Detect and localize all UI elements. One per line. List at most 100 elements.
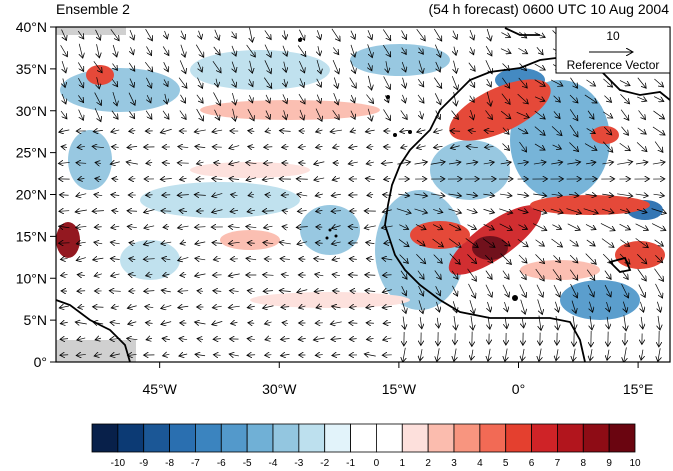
- wind-vector: [77, 30, 84, 39]
- wind-vector: [143, 241, 155, 244]
- wind-vector: [264, 60, 271, 73]
- wind-vector: [435, 61, 441, 72]
- wind-vector: [128, 62, 135, 71]
- wind-vector: [313, 338, 325, 340]
- wind-vector: [368, 108, 372, 121]
- wind-vector: [402, 61, 406, 72]
- wind-vector: [485, 147, 494, 148]
- wind-vector: [332, 110, 340, 119]
- colorbar-label: 1: [400, 458, 406, 469]
- wind-vector: [130, 78, 134, 88]
- wind-vector: [451, 76, 457, 90]
- wind-vector: [179, 338, 188, 339]
- wind-vector: [517, 128, 528, 133]
- wind-vector: [601, 209, 614, 213]
- wind-vector: [365, 130, 375, 132]
- wind-vector: [95, 178, 102, 179]
- wind-vector: [284, 30, 286, 39]
- wind-vector: [539, 315, 541, 331]
- wind-vector: [230, 210, 239, 212]
- wind-vector: [58, 162, 70, 163]
- wind-vector: [332, 291, 340, 292]
- wind-vector: [195, 44, 204, 58]
- wind-vector: [92, 146, 104, 147]
- wind-vector: [502, 127, 509, 135]
- wind-vector: [146, 46, 151, 55]
- wind-vector: [266, 110, 270, 120]
- wind-vector: [59, 130, 70, 132]
- wind-vector: [61, 274, 68, 275]
- wind-vector: [197, 77, 202, 89]
- wind-vector: [382, 306, 392, 307]
- wind-vector: [384, 243, 391, 244]
- wind-vector: [403, 316, 405, 330]
- wind-vector: [263, 163, 273, 164]
- wind-vector: [587, 110, 594, 119]
- colorbar-label: -5: [243, 458, 252, 469]
- wind-vector: [417, 78, 424, 87]
- wind-vector: [619, 223, 631, 230]
- wind-vector: [147, 94, 151, 103]
- wind-vector: [400, 110, 407, 119]
- wind-vector: [470, 29, 474, 40]
- wind-vector: [178, 257, 189, 260]
- wind-vector: [398, 239, 409, 246]
- wind-vector: [555, 301, 558, 312]
- wind-vector: [316, 146, 323, 147]
- wind-vector: [212, 210, 223, 213]
- wind-vector: [505, 348, 507, 362]
- wind-vector: [349, 307, 357, 308]
- colorbar-swatch: [557, 423, 584, 453]
- wind-vector: [232, 61, 236, 73]
- wind-vector: [453, 30, 457, 40]
- wind-vector: [436, 110, 441, 120]
- wind-vector: [317, 78, 322, 87]
- wind-vector: [232, 92, 235, 105]
- wind-vector: [550, 209, 563, 213]
- wind-vector: [280, 338, 290, 339]
- wind-vector: [570, 283, 578, 298]
- wind-vector: [161, 305, 172, 308]
- wind-vector: [247, 355, 256, 356]
- reference-vector-value: 10: [606, 29, 620, 43]
- wind-vector: [265, 338, 272, 340]
- wind-vector: [601, 238, 614, 248]
- wind-vector: [536, 284, 543, 297]
- wind-vector: [418, 285, 423, 296]
- wind-vector: [482, 238, 495, 248]
- wind-vector: [212, 321, 223, 324]
- wind-vector: [501, 239, 510, 246]
- lon-tick-label: 15°W: [382, 381, 417, 397]
- wind-vector: [59, 306, 69, 308]
- wind-vector: [367, 194, 374, 195]
- wind-vector: [110, 339, 121, 340]
- wind-vector: [229, 354, 239, 356]
- wind-vector: [93, 307, 104, 308]
- lat-tick-label: 30°N: [16, 103, 47, 119]
- wind-vector: [331, 28, 340, 41]
- wind-vector: [416, 254, 425, 263]
- wind-vector: [63, 78, 65, 88]
- wind-vector: [468, 283, 475, 298]
- colorbar-swatch: [350, 423, 377, 453]
- wind-vector: [165, 93, 167, 104]
- colorbar-label: 2: [425, 458, 431, 469]
- wind-vector: [299, 29, 304, 41]
- wind-vector: [638, 110, 646, 119]
- wind-vector: [60, 339, 69, 340]
- wind-vector: [470, 110, 473, 120]
- wind-vector: [61, 146, 68, 147]
- wind-vector: [383, 323, 391, 324]
- wind-vector: [434, 77, 441, 89]
- wind-vector: [551, 194, 563, 196]
- wind-vector: [62, 93, 66, 104]
- wind-vector: [127, 306, 137, 309]
- wind-vector: [179, 210, 188, 211]
- wind-vector: [232, 78, 236, 88]
- wind-vector: [585, 194, 596, 196]
- wind-vector: [401, 286, 407, 296]
- wind-vector: [126, 162, 138, 164]
- wind-vector: [246, 178, 257, 181]
- wind-vector: [520, 299, 526, 315]
- wind-vector: [402, 94, 405, 103]
